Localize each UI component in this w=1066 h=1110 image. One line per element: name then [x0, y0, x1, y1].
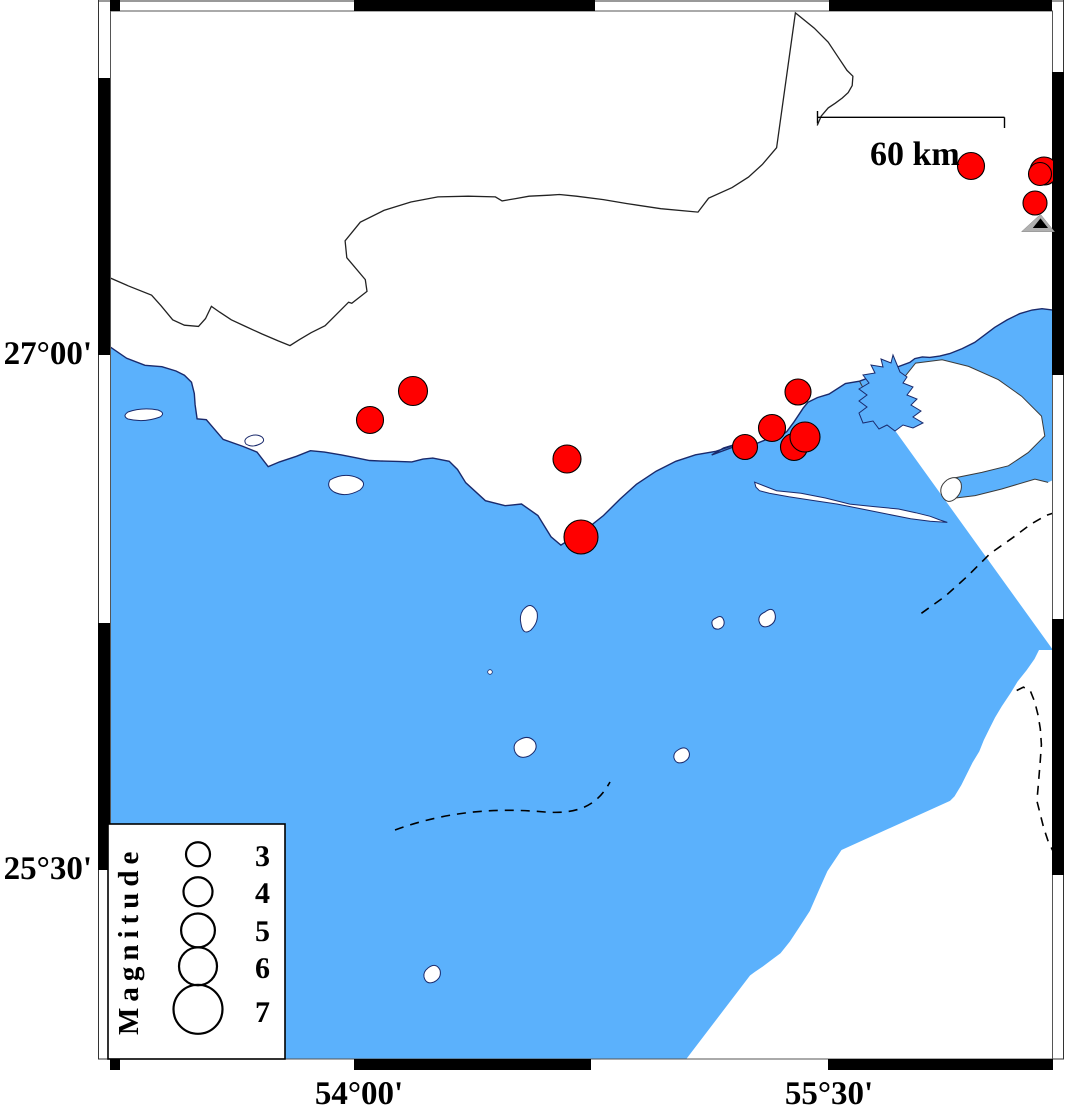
svg-text:55°30': 55°30' — [785, 1076, 873, 1110]
svg-text:4: 4 — [255, 877, 270, 910]
svg-text:60 km: 60 km — [870, 136, 960, 173]
svg-text:5: 5 — [255, 915, 270, 948]
svg-text:3: 3 — [255, 840, 270, 873]
svg-text:27°00': 27°00' — [4, 336, 92, 372]
svg-text:54°00': 54°00' — [315, 1076, 403, 1110]
svg-text:Magnitude: Magnitude — [113, 846, 145, 1035]
svg-text:6: 6 — [255, 952, 270, 985]
svg-text:25°30': 25°30' — [4, 851, 92, 887]
svg-text:7: 7 — [255, 996, 270, 1029]
